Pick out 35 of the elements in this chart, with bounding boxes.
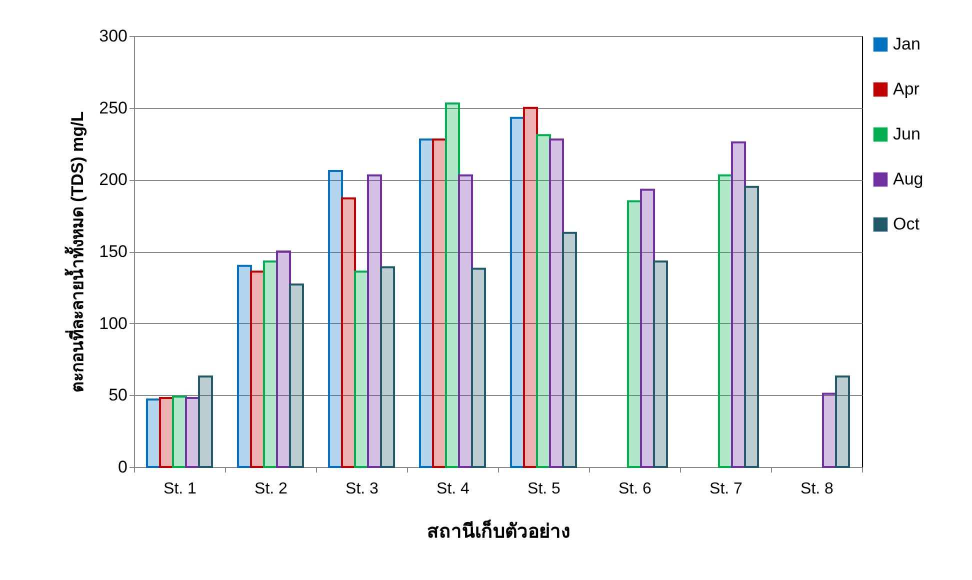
bar [640, 188, 655, 468]
bar [653, 260, 668, 468]
bar [289, 284, 304, 468]
bar [835, 375, 850, 468]
x-tick-label: St. 7 [710, 480, 743, 498]
y-tick-label: 200 [99, 170, 128, 190]
bar [380, 266, 395, 468]
y-tick-label: 50 [108, 386, 128, 405]
x-tick-label: St. 5 [528, 480, 561, 498]
x-tick-label: St. 8 [800, 480, 834, 498]
x-tick-label: St. 2 [254, 480, 288, 498]
bar [471, 268, 486, 468]
bar [562, 232, 577, 468]
x-tick-label: St. 4 [436, 480, 470, 498]
y-tick-label: 0 [118, 458, 128, 476]
x-tick-label: St. 6 [618, 480, 652, 498]
bar [458, 174, 473, 468]
bar [744, 186, 759, 468]
bar [549, 138, 564, 468]
bar [367, 174, 382, 468]
legend-label: Jan [893, 34, 920, 54]
y-tick-label: 100 [99, 314, 128, 333]
legend-label: Oct [893, 214, 920, 234]
y-tick-label: 150 [99, 242, 128, 261]
bar [198, 375, 213, 468]
x-tick-label: St. 3 [346, 480, 379, 498]
legend-label: Jun [893, 124, 920, 144]
bar [341, 197, 356, 468]
y-axis-title: ตะกอนที่ละลายน้ำทั้งหมด (TDS) mg/L [64, 111, 88, 393]
x-axis-title: สถานีเก็บตัวอย่าง [427, 518, 570, 542]
legend-label: Apr [893, 80, 920, 98]
y-tick-label: 250 [99, 98, 128, 118]
x-tick-label: St. 1 [164, 480, 197, 498]
legend-label: Aug [893, 170, 924, 188]
y-tick-label: 300 [99, 26, 128, 46]
